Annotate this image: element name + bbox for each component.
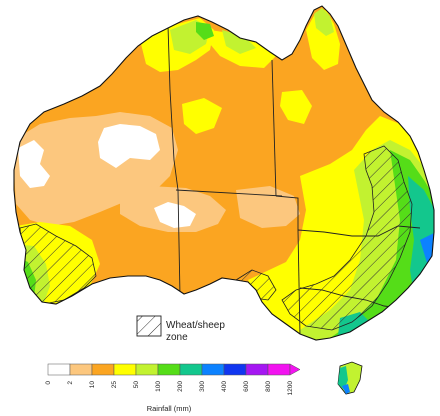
scale-tick-label: 100 (155, 381, 162, 392)
scale-tick-label: 300 (199, 381, 206, 392)
zone-key-swatch (136, 315, 162, 337)
scale-bin-2-10 (69, 363, 93, 376)
scale-tick-label: 2 (67, 381, 74, 385)
border-sa-east (297, 229, 301, 337)
scale-tick-label: 1200 (287, 381, 294, 396)
border-nsw-vic (299, 287, 401, 309)
scale-bin-100-200 (157, 363, 181, 376)
field-25-50mm-gulf (280, 90, 312, 124)
scale-bin-200-300 (179, 363, 203, 376)
border-wa (167, 25, 181, 297)
scale-bin-10-25 (91, 363, 115, 376)
scale-bin-400-600 (223, 363, 247, 376)
tasmania-south-wet (342, 384, 350, 394)
border-qld-nsw (297, 225, 421, 237)
scale-tick-label: 0 (45, 381, 52, 385)
scale-tick-label: 400 (221, 381, 228, 392)
scale-tick-label: 25 (111, 381, 118, 389)
tasmania (337, 361, 363, 395)
scale-bin-600-800 (245, 363, 269, 376)
field-50-100mm-topend (222, 30, 256, 54)
field-25-50mm-north-inland (182, 98, 222, 134)
scale-tick-label: 600 (243, 381, 250, 392)
border-sa-qld (275, 195, 299, 230)
field-lt2mm-west (18, 140, 50, 188)
field-100-200mm-topend (196, 22, 214, 40)
scale-tick-label: 10 (89, 381, 96, 389)
wheat-sheep-zone-hatch (19, 145, 413, 331)
field-lt2mm-pilbara (98, 124, 160, 168)
scale-tick-label: 50 (133, 381, 140, 389)
wheat-sheep-zone-east (281, 145, 413, 331)
zone-key-label-line2: zone (166, 332, 188, 343)
scale-bin-50-100 (135, 363, 159, 376)
scale-tick-label: 800 (265, 381, 272, 392)
zone-key-label-line1: Wheat/sheep (166, 320, 225, 331)
border-nt-qld (271, 59, 277, 197)
scale-title: Rainfall (mm) (147, 404, 192, 413)
tasmania-west-wet (338, 366, 348, 390)
field-300-400mm-east (420, 230, 434, 266)
field-lt2mm-nullarbor (154, 202, 196, 228)
scale-tick-label: 200 (177, 381, 184, 392)
border-nt-sa (175, 189, 283, 197)
coastline (13, 5, 435, 341)
scale-arrow (289, 363, 301, 376)
scale-bin-300-400 (201, 363, 225, 376)
scale-bin-25-50 (113, 363, 137, 376)
scale-bin-800-1200 (267, 363, 291, 376)
zone-key: Wheat/sheep zone (136, 315, 225, 343)
state-borders (167, 25, 421, 337)
rainfall-colour-scale: 0 2 10 25 50 100 200 300 400 600 800 1200 Rainfall (… (45, 363, 301, 413)
scale-bin-0-2 (47, 363, 71, 376)
field-50-100mm-cape (314, 8, 334, 36)
